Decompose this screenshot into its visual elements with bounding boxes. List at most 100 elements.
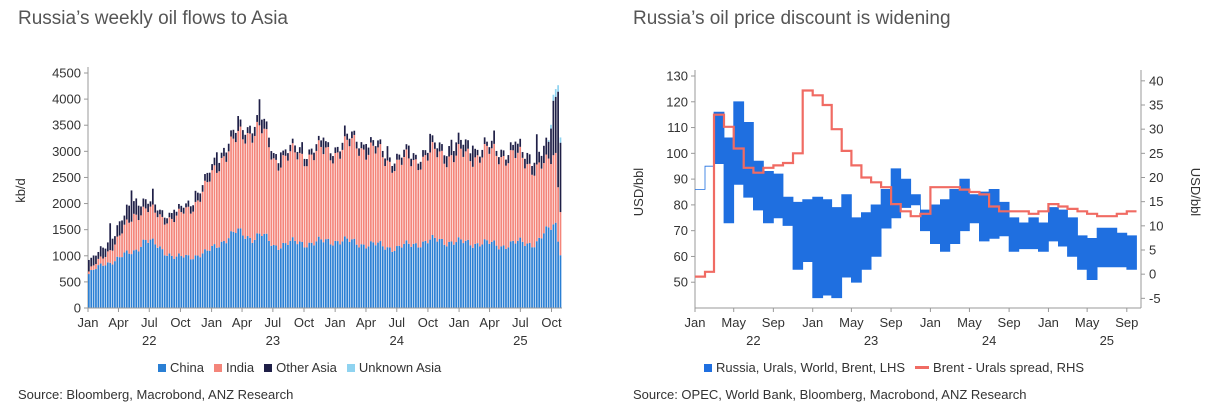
bar-other-asia [147, 203, 149, 213]
bar-india [476, 155, 479, 244]
bar-india [272, 158, 275, 245]
bar-other-asia [469, 153, 472, 162]
bar-india [528, 163, 531, 243]
bar-india [370, 142, 372, 242]
bar-other-asia [362, 144, 365, 150]
bar-china [178, 253, 180, 308]
bar-other-asia [135, 198, 138, 215]
bar-india [464, 151, 467, 241]
bar-china [256, 233, 258, 308]
bar-china [298, 241, 301, 308]
bar-india [287, 160, 289, 245]
bar-china [159, 246, 161, 308]
bar-india [149, 206, 152, 240]
bar-china [509, 241, 512, 308]
bar-india [313, 160, 315, 246]
bar-other-asia [289, 144, 292, 152]
bar-china [393, 250, 396, 308]
bar-other-asia [284, 149, 287, 156]
bar-india [486, 145, 488, 241]
bar-other-asia [327, 142, 330, 147]
bar-india [514, 157, 517, 244]
bar-india [533, 175, 536, 248]
right-x-year-label: 24 [982, 333, 996, 348]
bar-other-asia [220, 152, 223, 158]
bar-china [528, 242, 531, 308]
bar-china [391, 251, 394, 308]
bar-india [460, 148, 462, 240]
bar-other-asia [258, 99, 261, 126]
bar-india [99, 256, 102, 264]
bar-other-asia [306, 159, 308, 167]
bar-other-asia [208, 172, 211, 182]
bar-india [388, 161, 391, 248]
bar-india [310, 154, 313, 243]
right-x-tick-label: Jan [802, 315, 823, 330]
bar-china [225, 243, 228, 308]
right-left-tick-label: 60 [674, 249, 688, 264]
bar-other-asia [514, 141, 517, 158]
bar-china [294, 240, 296, 308]
left-x-tick-label: Apr [356, 315, 377, 330]
bar-other-asia [490, 140, 493, 149]
bar-india [327, 146, 330, 239]
bar-china [123, 252, 126, 308]
bar-india [201, 191, 204, 254]
bar-china [434, 237, 436, 308]
bar-other-asia [114, 236, 116, 245]
bar-india [144, 208, 147, 241]
bar-china [327, 238, 330, 308]
bar-china [417, 247, 420, 308]
legend-swatch-unknown-asia [346, 363, 355, 372]
bar-other-asia [552, 100, 555, 156]
bar-india [543, 163, 545, 234]
bar-other-asia [263, 118, 266, 129]
right-chart-legend: Russia, Urals, World, Brent, LHS Brent -… [704, 360, 1084, 375]
bar-india [500, 157, 503, 247]
bar-china [493, 240, 495, 308]
bar-other-asia [133, 201, 135, 214]
bar-india [469, 161, 472, 246]
right-left-axis-label: USD/bbl [631, 168, 646, 217]
bar-india [301, 153, 304, 242]
bar-other-asia [106, 242, 109, 252]
bar-other-asia [227, 143, 230, 152]
bar-other-asia [270, 151, 273, 160]
bar-china [332, 245, 334, 308]
bar-china [246, 236, 249, 308]
left-chart-panel: Russia’s weekly oil flows to Asia kb/d 0 5… [0, 0, 605, 415]
bar-india [405, 149, 408, 241]
bar-india [398, 159, 401, 246]
bar-other-asia [251, 133, 254, 143]
bar-other-asia [483, 137, 486, 145]
bar-china [199, 257, 202, 308]
bar-china [545, 226, 548, 308]
bar-india [244, 143, 247, 239]
bar-china [213, 244, 216, 308]
bar-other-asia [526, 152, 529, 165]
bar-china [130, 254, 133, 308]
bar-other-asia [116, 225, 119, 237]
bar-china [398, 245, 401, 308]
bar-china [519, 237, 522, 308]
bar-india [493, 143, 495, 241]
legend-swatch-spread [915, 366, 930, 369]
bar-china [308, 242, 311, 308]
bar-india [545, 154, 548, 227]
bar-other-asia [159, 209, 161, 215]
right-left-tick-label: 110 [667, 120, 688, 135]
bar-other-asia [448, 146, 450, 157]
bar-other-asia [445, 156, 448, 168]
left-chart-plot: kb/d 0 500 1000 1500 2000 2500 3000 3500 4000 4500… [13, 66, 562, 348]
bar-india [168, 217, 171, 254]
bar-china [106, 262, 109, 308]
bar-india [220, 157, 223, 242]
bar-china [343, 236, 346, 308]
bar-other-asia [524, 158, 526, 169]
bar-other-asia [322, 137, 325, 155]
bar-other-asia [204, 174, 206, 181]
bar-china [215, 247, 218, 308]
left-y-tick-label: 2000 [52, 196, 81, 211]
bar-china [175, 256, 178, 308]
bar-india [315, 150, 318, 242]
